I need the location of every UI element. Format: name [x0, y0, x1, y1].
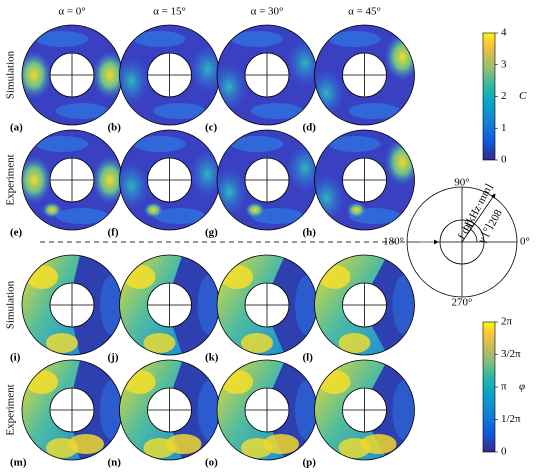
map-region — [153, 103, 206, 119]
outer-rim — [314, 24, 415, 126]
map-region — [245, 202, 265, 218]
panel-label: (g) — [205, 227, 218, 239]
phase-colorbar — [482, 321, 496, 453]
map-region — [384, 33, 415, 81]
panel-label: (c) — [205, 122, 218, 134]
map-region — [133, 31, 186, 47]
annulus-map — [217, 25, 317, 125]
polar-label: 90° — [454, 177, 469, 189]
map-region — [241, 333, 273, 353]
map-region — [36, 31, 88, 47]
map-region — [197, 380, 220, 440]
map-region — [328, 31, 381, 47]
panel-label: (l) — [303, 352, 314, 364]
column-header: α = 45° — [348, 6, 381, 18]
map-region — [360, 434, 397, 454]
colorbar-tick-label: 0 — [501, 446, 507, 458]
colorbar-tick-label: 3 — [501, 58, 507, 70]
map-region — [92, 51, 122, 99]
map-region — [42, 202, 62, 218]
map-region — [328, 136, 381, 152]
map-region — [100, 275, 122, 335]
map-region — [263, 434, 299, 454]
colorbar-tick-label: 4 — [501, 27, 507, 39]
map-region — [143, 202, 164, 218]
panel-label: (h) — [303, 227, 317, 239]
map-region — [251, 103, 303, 119]
panel-label: (p) — [303, 457, 317, 469]
polar-label: 270° — [452, 297, 473, 309]
row-label: Simulation — [5, 50, 17, 99]
column-header: α = 0° — [58, 6, 85, 18]
panel-label: (a) — [10, 122, 23, 134]
map-region — [346, 202, 367, 218]
map-region — [295, 380, 317, 440]
map-region — [56, 103, 108, 119]
panel-label: (d) — [303, 122, 317, 134]
colorbar-label: φ — [519, 381, 525, 393]
panel-label: (n) — [108, 457, 122, 469]
panel-label: (e) — [10, 227, 23, 239]
map-region — [100, 380, 122, 440]
map-region — [46, 333, 78, 353]
polar-diagram — [406, 186, 518, 298]
annulus-map — [22, 130, 122, 230]
map-region — [165, 434, 202, 454]
panel-label: (i) — [10, 352, 21, 364]
map-region — [56, 208, 108, 224]
map-region — [22, 156, 52, 204]
map-region — [348, 103, 401, 119]
annulus-map — [314, 130, 415, 230]
map-region — [392, 275, 415, 335]
colorbar-tick-label: π — [501, 381, 507, 393]
colorbar-label: C — [519, 90, 527, 102]
panel-label: (j) — [108, 352, 119, 364]
map-region — [338, 333, 371, 353]
row-label: Experiment — [5, 384, 17, 435]
colorbar-tick-label: 1 — [501, 122, 507, 134]
polar-label: 180° — [383, 236, 404, 248]
map-region — [295, 275, 317, 335]
colorbar-tick-label: 0 — [501, 154, 507, 166]
column-header: α = 15° — [153, 6, 186, 18]
colorbar-tick-label: 2π — [501, 316, 513, 328]
map-region — [231, 31, 283, 47]
map-region — [384, 138, 415, 186]
row-label: Experiment — [5, 154, 17, 205]
panel-label: (f) — [108, 227, 119, 239]
map-region — [133, 136, 186, 152]
map-region — [231, 136, 283, 152]
polar-label: 0° — [520, 236, 530, 248]
map-region — [36, 136, 88, 152]
map-region — [68, 434, 104, 454]
colorbar-tick-label: 1/2π — [501, 413, 521, 425]
colorbar-tick-label: 2 — [501, 90, 507, 102]
outer-rim — [314, 129, 415, 231]
map-region — [92, 156, 122, 204]
panel-label: (b) — [108, 122, 122, 134]
outer-rim — [314, 359, 415, 461]
column-header: α = 30° — [251, 6, 284, 18]
outer-rim — [314, 254, 415, 356]
map-region — [143, 333, 176, 353]
map-region — [392, 380, 415, 440]
panel-label: (o) — [205, 457, 218, 469]
colorbar-tick-label: 3/2π — [501, 348, 521, 360]
panel-label: (m) — [10, 457, 27, 469]
row-label: Simulation — [5, 280, 17, 329]
map-region — [197, 275, 220, 335]
map-region — [153, 208, 206, 224]
map-region — [22, 51, 52, 99]
amplitude-colorbar — [482, 32, 496, 161]
panel-label: (k) — [205, 352, 219, 364]
